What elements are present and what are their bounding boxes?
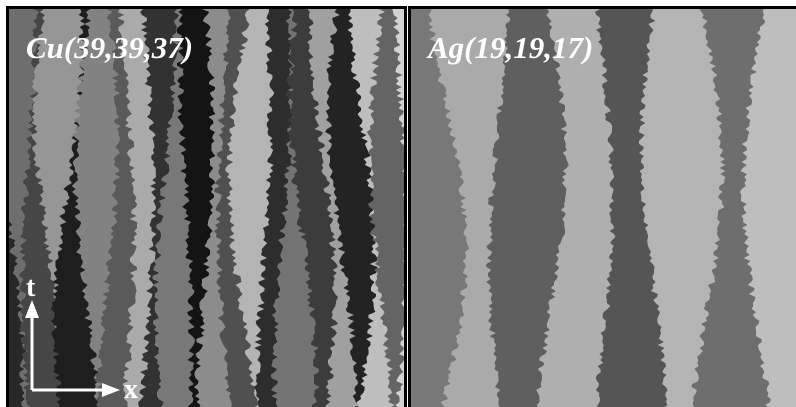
stripe xyxy=(9,9,39,407)
stripe xyxy=(366,9,404,407)
stripe xyxy=(194,9,232,407)
stripe xyxy=(594,9,668,407)
stripe xyxy=(225,9,275,407)
stripe xyxy=(176,9,216,407)
stripe xyxy=(307,9,359,407)
stripe xyxy=(486,9,569,407)
cu-image xyxy=(9,9,404,407)
panel-border xyxy=(6,6,407,407)
ag-image xyxy=(411,9,796,407)
stripe xyxy=(536,9,616,407)
stripe xyxy=(254,9,296,407)
stripe xyxy=(411,9,470,407)
stripe xyxy=(31,9,86,407)
stripe xyxy=(740,9,796,407)
stripe xyxy=(152,9,195,407)
stripe xyxy=(325,9,378,407)
stripe xyxy=(94,9,138,407)
axis-arrows xyxy=(25,300,120,397)
axis-label: t xyxy=(26,272,36,303)
stripe xyxy=(72,9,120,407)
stripe xyxy=(392,9,404,407)
stripe xyxy=(117,9,157,407)
stripe xyxy=(270,9,320,407)
panel-label: Cu(39,39,37) xyxy=(26,30,193,65)
panel-border xyxy=(408,6,796,407)
stripe xyxy=(9,200,27,407)
stripe xyxy=(138,9,180,407)
stripe xyxy=(428,9,511,407)
stripe xyxy=(213,9,259,407)
axis-label: x xyxy=(124,374,138,405)
panel-label: Ag(19,19,17) xyxy=(426,30,593,65)
stripe xyxy=(691,9,771,407)
stripe xyxy=(286,9,339,407)
stripe xyxy=(639,9,726,407)
stripe xyxy=(50,9,100,407)
